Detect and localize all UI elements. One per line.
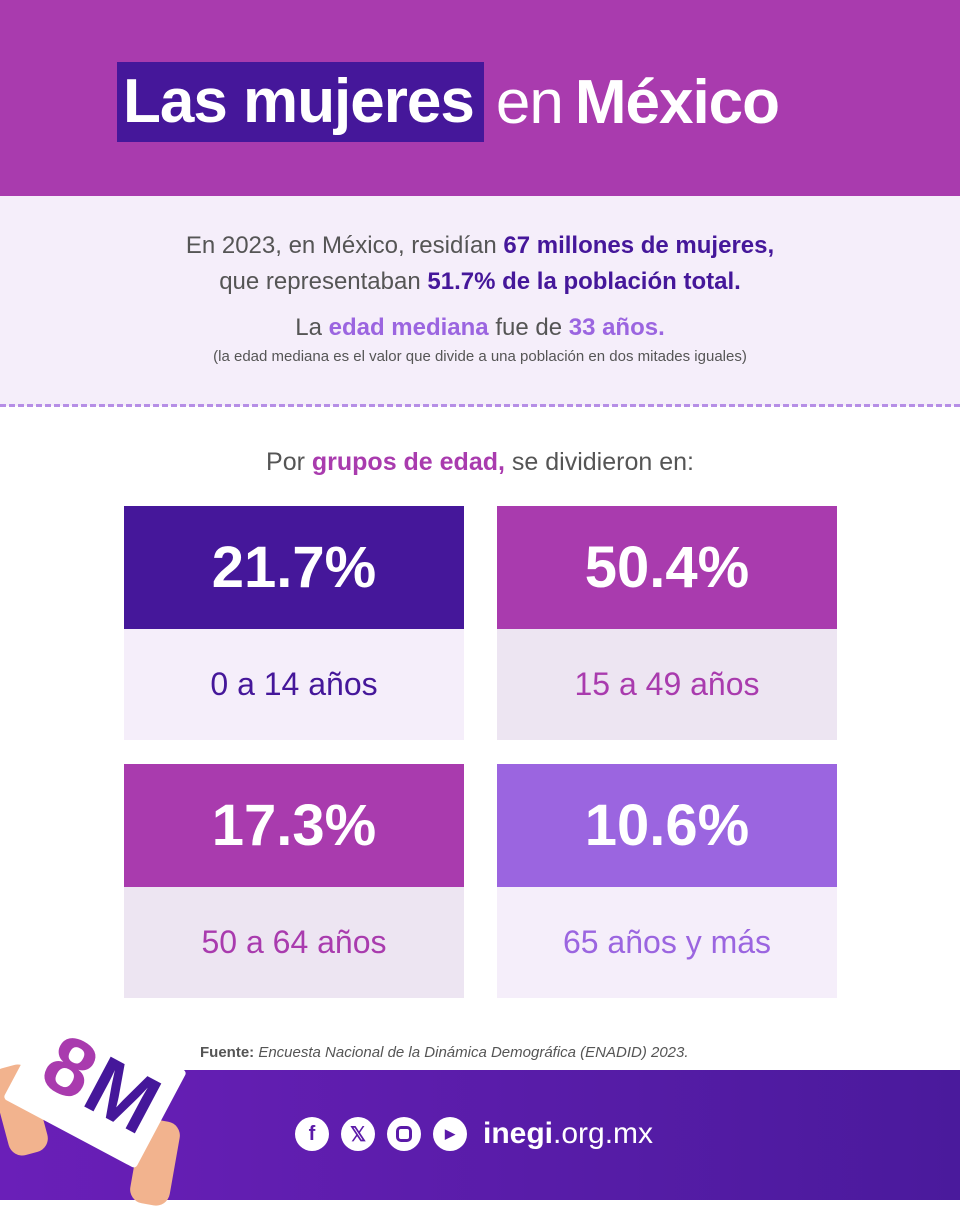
intro-text: En 2023, en México, residían 67 millones… [0,228,960,300]
source-note: Fuente: Encuesta Nacional de la Dinámica… [200,1044,689,1061]
group-label: 15 a 49 años [497,629,837,740]
site-rest: .org.mx [553,1117,654,1150]
intro-text-2: que representaban [219,268,428,295]
intro-text-1: En 2023, en México, residían [185,232,504,259]
dashed-divider [0,404,960,407]
heading-b: grupos de edad, [311,448,505,476]
page-title: Las mujeres en México [117,62,780,142]
social-links: f 𝕏 ▶ inegi.org.mx [295,1117,653,1151]
median-text-b: edad mediana [328,314,489,341]
age-group-card: 10.6% 65 años y más [497,764,837,998]
intro-section: En 2023, en México, residían 67 millones… [0,196,960,406]
heading-a: Por [266,448,312,476]
median-age-note: (la edad mediana es el valor que divide … [213,348,747,365]
group-label: 50 a 64 años [124,887,464,998]
instagram-icon[interactable] [387,1117,421,1151]
age-group-card: 50.4% 15 a 49 años [497,506,837,740]
age-group-card: 17.3% 50 a 64 años [124,764,464,998]
title-connector: en [495,67,564,137]
intro-highlight-1: 67 millones de mujeres, [503,232,775,259]
group-percentage: 50.4% [497,506,837,629]
group-label: 65 años y más [497,887,837,998]
header-banner: Las mujeres en México [0,0,960,196]
youtube-icon[interactable]: ▶ [433,1117,467,1151]
median-text-a: La [295,314,329,341]
site-bold: inegi [483,1117,554,1150]
title-highlight: Las mujeres [117,62,484,142]
median-age-text: La edad mediana fue de 33 años. [0,314,960,342]
facebook-icon[interactable]: f [295,1117,329,1151]
source-text: Encuesta Nacional de la Dinámica Demográ… [254,1044,689,1061]
group-label: 0 a 14 años [124,629,464,740]
group-percentage: 17.3% [124,764,464,887]
median-text-c: fue de [488,314,569,341]
title-country: México [574,67,780,137]
group-percentage: 21.7% [124,506,464,629]
intro-highlight-2: 51.7% de la población total. [427,268,741,295]
age-groups-heading: Por grupos de edad, se dividieron en: [0,448,960,477]
source-label: Fuente: [200,1044,255,1061]
median-text-d: 33 años. [568,314,665,341]
group-percentage: 10.6% [497,764,837,887]
x-twitter-icon[interactable]: 𝕏 [341,1117,375,1151]
website-link[interactable]: inegi.org.mx [483,1117,653,1151]
heading-c: se dividieron en: [504,448,694,476]
age-group-card: 21.7% 0 a 14 años [124,506,464,740]
